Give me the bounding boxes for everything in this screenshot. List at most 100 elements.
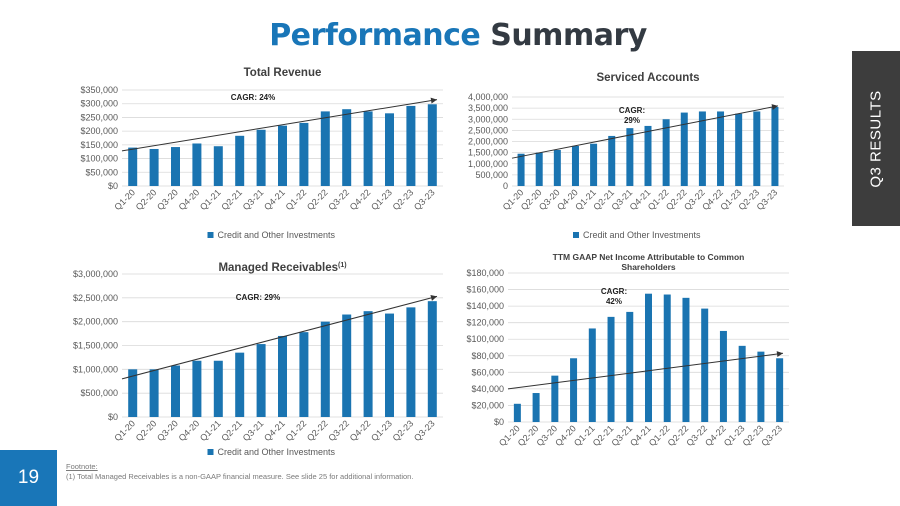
y-tick-label: $1,000,000 bbox=[73, 364, 118, 374]
trend-arrowhead bbox=[430, 295, 437, 301]
legend-label: Credit and Other Investments bbox=[218, 447, 336, 457]
y-tick-label: $50,000 bbox=[85, 167, 118, 177]
bar bbox=[128, 369, 138, 417]
bar bbox=[299, 122, 309, 186]
bar bbox=[517, 153, 525, 186]
bar bbox=[608, 135, 616, 186]
bar bbox=[719, 330, 727, 422]
bar bbox=[406, 307, 416, 417]
y-tick-label: $0 bbox=[108, 412, 118, 422]
chart-title-superscript: (1) bbox=[338, 262, 347, 269]
y-tick-label: $500,000 bbox=[80, 388, 118, 398]
legend-swatch bbox=[207, 449, 214, 455]
chart-title: Shareholders bbox=[621, 262, 676, 272]
legend-swatch bbox=[573, 232, 579, 238]
cagr-annotation: CAGR: bbox=[601, 287, 627, 296]
y-tick-label: $100,000 bbox=[80, 154, 118, 164]
trend-arrowhead bbox=[771, 104, 778, 111]
bar bbox=[644, 125, 652, 186]
bar bbox=[590, 143, 598, 186]
y-tick-label: $100,000 bbox=[466, 334, 504, 344]
y-tick-label: $120,000 bbox=[466, 318, 504, 328]
y-tick-label: $350,000 bbox=[80, 85, 118, 95]
cagr-annotation: CAGR: 24% bbox=[231, 93, 275, 102]
y-tick-label: $40,000 bbox=[471, 384, 504, 394]
y-tick-label: $250,000 bbox=[80, 112, 118, 122]
trend-line bbox=[121, 295, 438, 380]
bar bbox=[256, 129, 266, 186]
bar bbox=[680, 112, 688, 186]
bar bbox=[363, 111, 373, 186]
y-tick-label: 3,000,000 bbox=[468, 114, 508, 124]
y-tick-label: 4,000,000 bbox=[468, 92, 508, 102]
bar bbox=[213, 146, 223, 186]
footnote-text: (1) Total Managed Receivables is a non-G… bbox=[66, 472, 414, 481]
y-tick-label: $80,000 bbox=[471, 351, 504, 361]
bar bbox=[553, 149, 561, 186]
legend-swatch bbox=[207, 232, 214, 238]
bar bbox=[626, 128, 634, 186]
trend-arrowhead bbox=[430, 97, 437, 104]
bar bbox=[320, 111, 330, 186]
bar bbox=[342, 109, 352, 186]
trend-line bbox=[507, 352, 784, 390]
bar bbox=[278, 335, 287, 417]
bar bbox=[776, 358, 784, 422]
trend-line bbox=[121, 99, 438, 152]
y-tick-label: $1,500,000 bbox=[73, 341, 118, 351]
bar bbox=[607, 316, 615, 422]
page-title-part2: Summary bbox=[490, 18, 647, 53]
y-tick-label: 3,500,000 bbox=[468, 103, 508, 113]
y-tick-label: $300,000 bbox=[80, 99, 118, 109]
cagr-annotation: 29% bbox=[624, 116, 640, 125]
bar bbox=[192, 360, 202, 417]
bar bbox=[570, 358, 578, 422]
bar bbox=[235, 352, 245, 417]
bar bbox=[128, 147, 138, 186]
y-tick-label: $0 bbox=[494, 417, 504, 427]
chart-title: Total Revenue bbox=[244, 67, 322, 79]
y-tick-label: $140,000 bbox=[466, 301, 504, 311]
y-tick-label: 500,000 bbox=[475, 170, 508, 180]
cagr-annotation: 42% bbox=[606, 297, 622, 306]
bar bbox=[698, 111, 706, 186]
bar bbox=[299, 332, 309, 417]
cagr-annotation: CAGR: bbox=[619, 106, 645, 115]
y-tick-label: $150,000 bbox=[80, 140, 118, 150]
bar bbox=[278, 125, 287, 186]
bar bbox=[588, 328, 596, 422]
side-tab: Q3 RESULTS bbox=[852, 51, 900, 226]
bar bbox=[717, 111, 725, 186]
bar bbox=[342, 314, 352, 417]
y-tick-label: $3,000,000 bbox=[73, 269, 118, 279]
bar bbox=[149, 148, 159, 186]
y-tick-label: $60,000 bbox=[471, 367, 504, 377]
bar bbox=[757, 351, 765, 422]
y-tick-label: $2,500,000 bbox=[73, 293, 118, 303]
y-tick-label: 0 bbox=[503, 181, 508, 191]
bar bbox=[171, 365, 180, 417]
bar bbox=[662, 119, 670, 186]
bar bbox=[532, 393, 540, 422]
bar bbox=[735, 113, 743, 186]
y-tick-label: 2,500,000 bbox=[468, 125, 508, 135]
y-tick-label: $180,000 bbox=[466, 268, 504, 278]
bar bbox=[663, 294, 671, 422]
bar bbox=[363, 311, 373, 417]
y-tick-label: $160,000 bbox=[466, 285, 504, 295]
bar bbox=[535, 152, 543, 186]
bar bbox=[513, 403, 521, 422]
chart-title: Managed Receivables(1) bbox=[218, 262, 346, 274]
bar bbox=[771, 107, 779, 186]
chart-title: Serviced Accounts bbox=[596, 72, 699, 84]
trend-arrowhead bbox=[776, 351, 783, 358]
bar bbox=[320, 321, 330, 417]
page-title: Performance Summary bbox=[0, 18, 900, 53]
bar bbox=[427, 104, 437, 186]
y-tick-label: $200,000 bbox=[80, 126, 118, 136]
bar bbox=[701, 308, 709, 422]
y-tick-label: 1,000,000 bbox=[468, 159, 508, 169]
